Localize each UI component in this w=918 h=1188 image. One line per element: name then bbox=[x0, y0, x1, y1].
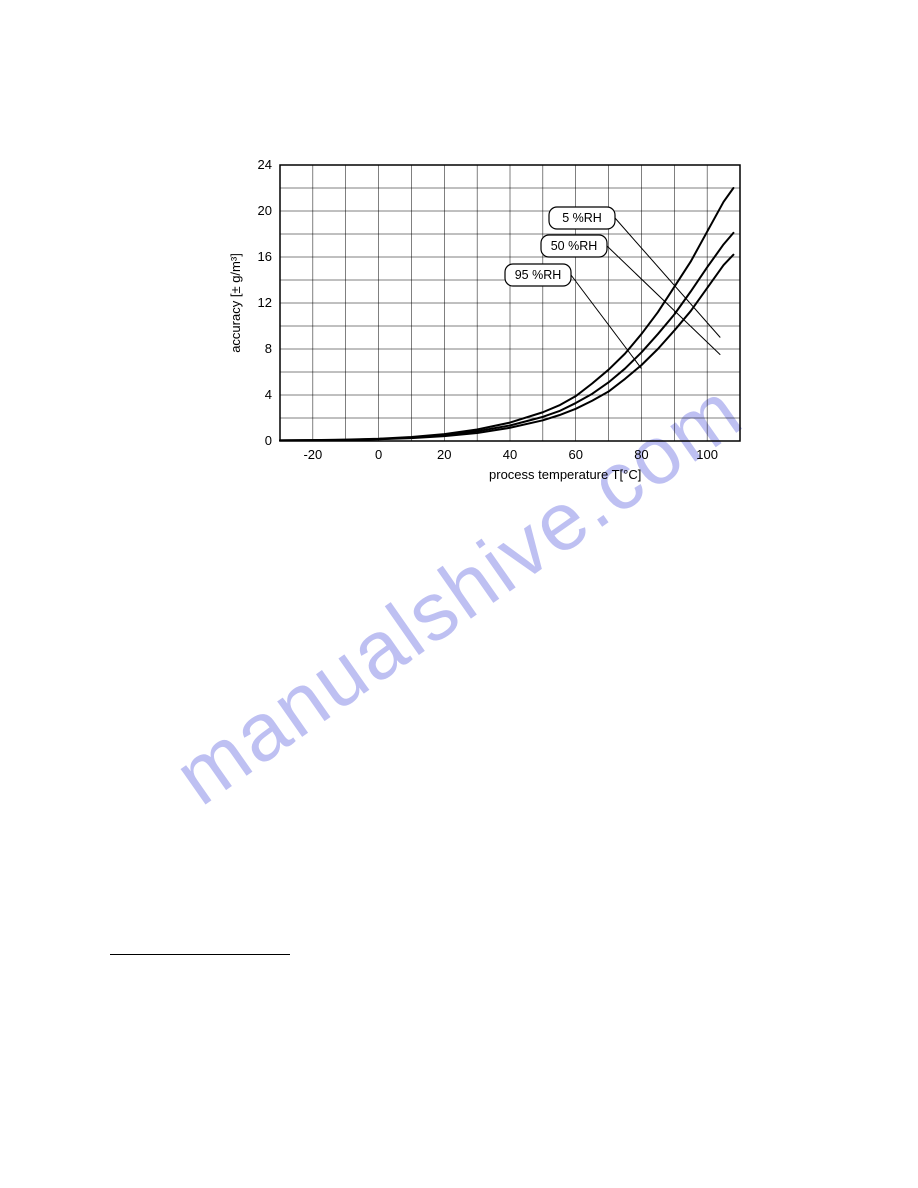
svg-text:0: 0 bbox=[265, 433, 272, 448]
svg-text:80: 80 bbox=[634, 447, 648, 462]
svg-text:95 %RH: 95 %RH bbox=[515, 268, 562, 282]
svg-text:20: 20 bbox=[437, 447, 451, 462]
svg-text:process temperature T[°C]: process temperature T[°C] bbox=[489, 467, 641, 482]
svg-text:accuracy [± g/m³]: accuracy [± g/m³] bbox=[228, 253, 243, 353]
svg-text:16: 16 bbox=[258, 249, 272, 264]
footnote-rule bbox=[110, 954, 290, 955]
svg-text:0: 0 bbox=[375, 447, 382, 462]
svg-text:5 %RH: 5 %RH bbox=[562, 211, 602, 225]
svg-text:100: 100 bbox=[696, 447, 718, 462]
svg-text:-20: -20 bbox=[303, 447, 322, 462]
svg-text:8: 8 bbox=[265, 341, 272, 356]
svg-text:40: 40 bbox=[503, 447, 517, 462]
accuracy-chart: -20 0 20 40 60 80 100 0 4 8 12 16 20 24 process temper… bbox=[220, 145, 780, 510]
svg-text:60: 60 bbox=[568, 447, 582, 462]
svg-text:4: 4 bbox=[265, 387, 272, 402]
svg-text:12: 12 bbox=[258, 295, 272, 310]
svg-text:20: 20 bbox=[258, 203, 272, 218]
svg-text:50 %RH: 50 %RH bbox=[551, 239, 598, 253]
svg-text:24: 24 bbox=[258, 157, 272, 172]
